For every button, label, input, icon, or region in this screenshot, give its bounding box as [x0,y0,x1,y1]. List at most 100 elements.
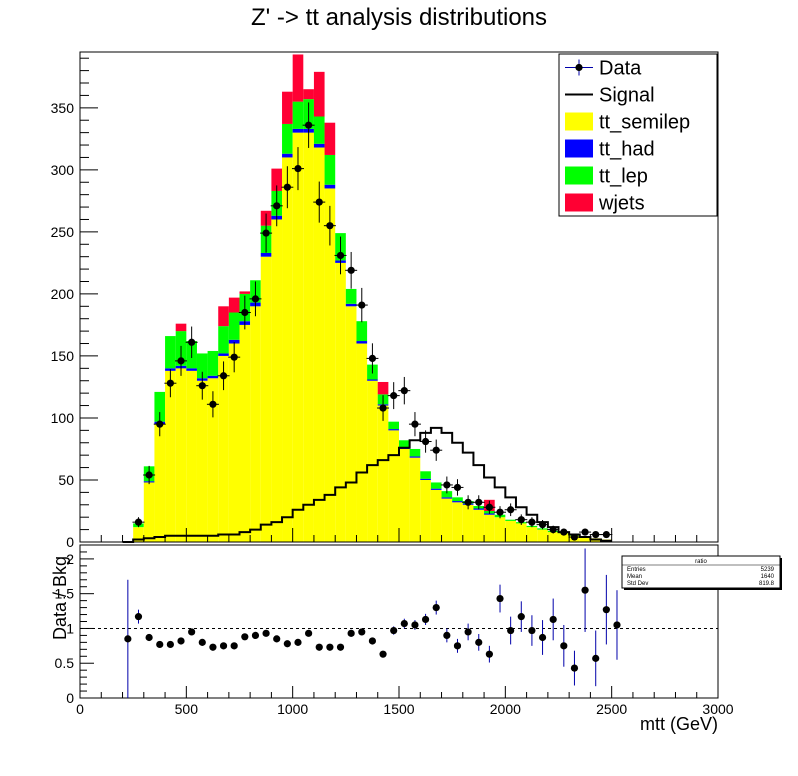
bar-tt_lep [356,321,368,342]
bar-tt_lep [228,312,240,340]
bar-tt_had [388,429,399,431]
data-point [270,185,283,227]
data-point [164,369,177,398]
data-point [153,412,166,437]
bar-tt_semilep [239,324,251,542]
bar-tt_had [282,153,293,158]
bar-tt_semilep [313,147,325,542]
bar-tt_semilep [505,520,516,542]
ratio-point [358,628,366,636]
bar-tt_lep [409,448,421,457]
ratio-point [188,628,196,636]
bar-tt_had [367,379,378,381]
bar-tt_had [218,353,229,356]
data-point [579,528,592,536]
bar-wjets [313,71,325,117]
bar-tt_had [484,513,495,515]
ratio-point [464,623,472,641]
ratio-point [156,640,164,649]
bar-tt_lep [165,336,176,369]
ratio-point [241,633,249,641]
bar-tt_semilep [260,256,272,542]
ratio-point [368,637,377,645]
ratio-point [453,638,462,653]
bar-tt_semilep [484,514,495,542]
data-point [600,530,613,539]
bar-tt_semilep [282,157,293,542]
bar-tt_semilep [367,380,378,542]
bar-tt_lep [388,421,399,430]
y-tick-label: 100 [51,410,75,426]
bar-tt_semilep [462,504,474,542]
data-point [515,514,528,525]
ratio-points [124,548,621,698]
bar-tt_semilep [441,498,453,542]
bar-tt_semilep [303,132,314,542]
ratio-point [209,643,217,651]
bar-tt_lep [196,353,208,379]
bar-tt_lep [441,491,453,498]
bar-tt_semilep [175,368,187,542]
legend-label: wjets [598,193,645,215]
bar-tt_semilep [324,188,336,543]
ratio-y-tick-label: 2 [66,551,74,567]
chart-title: Z' -> tt analysis distributions [250,4,548,31]
bar-tt_semilep [558,533,570,542]
ratio-y-tick-label: 0 [66,690,74,706]
bar-wjets [282,91,293,124]
ratio-point [421,613,430,625]
bar-tt_had [430,488,442,490]
bar-tt_semilep [430,489,442,542]
bar-tt_semilep [515,523,527,542]
bar-tt_semilep [335,262,346,542]
bar-tt_had [292,128,304,133]
data-point [557,528,570,536]
bar-tt_lep [345,288,357,304]
bar-tt_had [345,303,357,307]
data-point [281,166,294,209]
bar-tt_semilep [218,355,229,542]
stats-value: 5239 [761,567,775,573]
ratio-point [581,548,589,632]
data-point [440,476,453,494]
stats-box: ratio Entries 5239 Mean 1640 Std Dev 819.8 [621,555,782,590]
ratio-point [602,574,610,645]
data-point [228,342,241,373]
bar-tt_had [441,497,453,499]
bar-tt_had [207,375,219,379]
data-point [143,465,156,485]
data-point [377,395,390,421]
bar-tt_semilep [207,378,219,542]
data-point [419,430,432,453]
stacked-histogram [133,54,612,543]
bar-tt_semilep [420,479,431,542]
legend-label: tt_semilep [599,112,690,134]
data-point [302,102,315,148]
ratio-y-tick-label: 1 [66,620,74,636]
bar-tt_had [356,341,368,344]
bar-wjets [303,89,314,100]
bar-tt_had [260,252,272,257]
bar-wjets [292,54,304,102]
ratio-point [294,638,302,646]
bar-tt_semilep [345,306,357,542]
data-point [387,382,400,410]
bar-tt_semilep [165,370,176,542]
ratio-point [528,615,536,646]
data-point [217,361,230,391]
ratio-point [326,643,334,651]
stats-key: Mean [627,574,642,580]
bar-wjets [271,168,283,191]
ratio-point [549,598,557,641]
x-tick-label: 1000 [277,701,308,717]
ratio-point [230,642,238,650]
bar-tt_semilep [494,517,506,542]
bar-tt_semilep [228,343,240,542]
data-point [206,391,219,418]
bar-wjets [324,122,336,155]
ratio-point [485,645,493,663]
ratio-point [347,629,355,637]
ratio-point [379,650,387,658]
bar-tt_semilep [547,532,559,542]
